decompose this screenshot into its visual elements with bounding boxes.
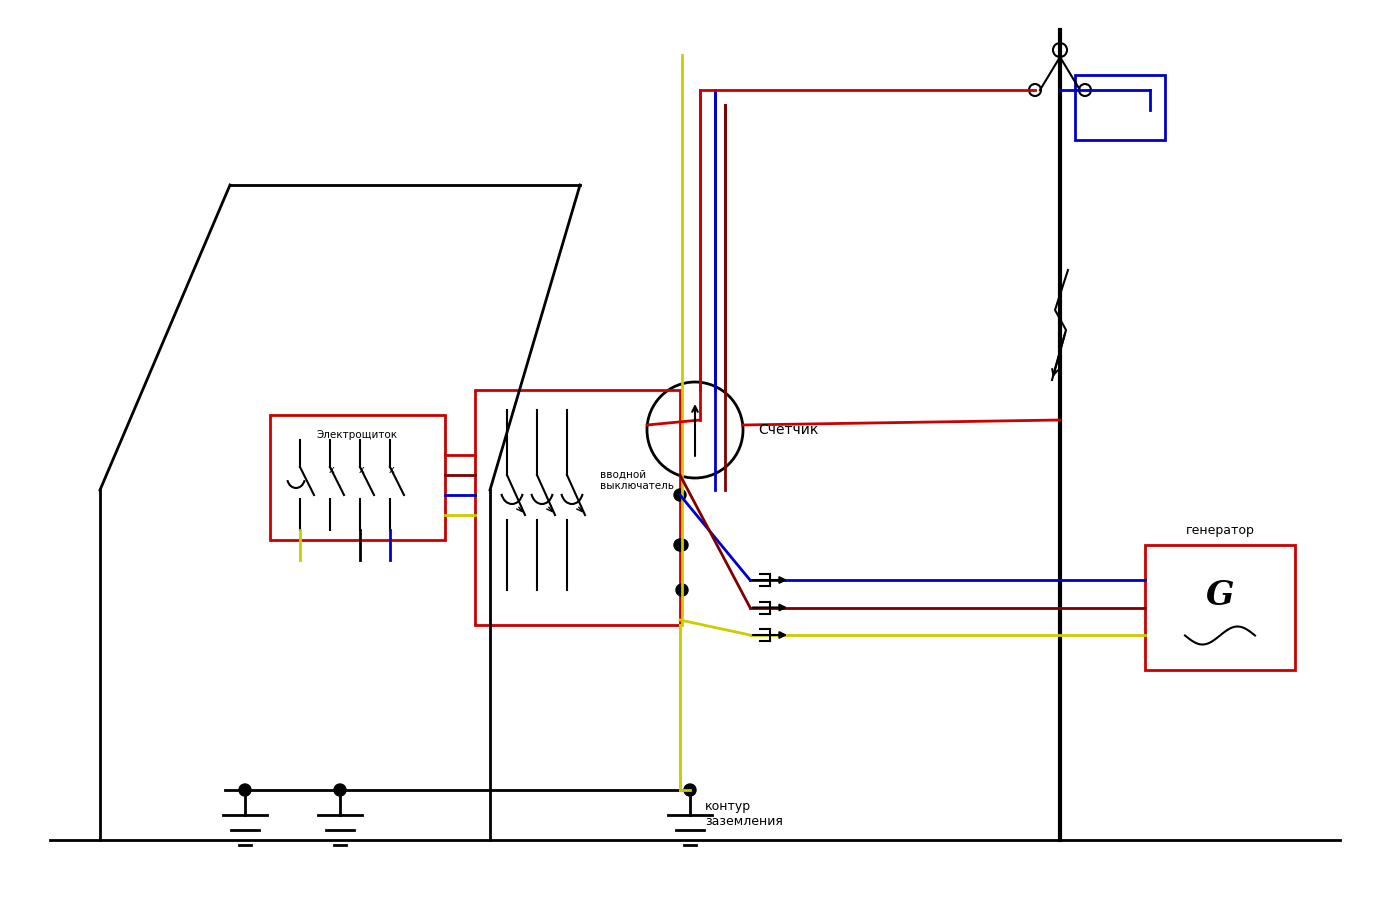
Bar [1076, 75, 1166, 140]
Text: контур
заземления: контур заземления [705, 800, 783, 828]
Text: G: G [1206, 579, 1235, 612]
Text: генератор: генератор [1185, 524, 1254, 537]
Circle shape [674, 489, 686, 501]
Text: x: x [328, 465, 335, 475]
Text: Счетчик: Счетчик [758, 423, 818, 437]
Bar [475, 390, 681, 625]
Text: x: x [359, 465, 365, 475]
Text: Электрощиток: Электрощиток [317, 430, 398, 440]
Circle shape [238, 784, 251, 796]
Text: вводной
выключатель: вводной выключатель [600, 469, 674, 491]
Circle shape [676, 539, 687, 551]
Bar [270, 415, 445, 540]
Bar [1145, 545, 1295, 670]
Text: x: x [389, 465, 395, 475]
Circle shape [676, 584, 687, 596]
Circle shape [685, 784, 696, 796]
Circle shape [674, 539, 686, 551]
Circle shape [334, 784, 346, 796]
